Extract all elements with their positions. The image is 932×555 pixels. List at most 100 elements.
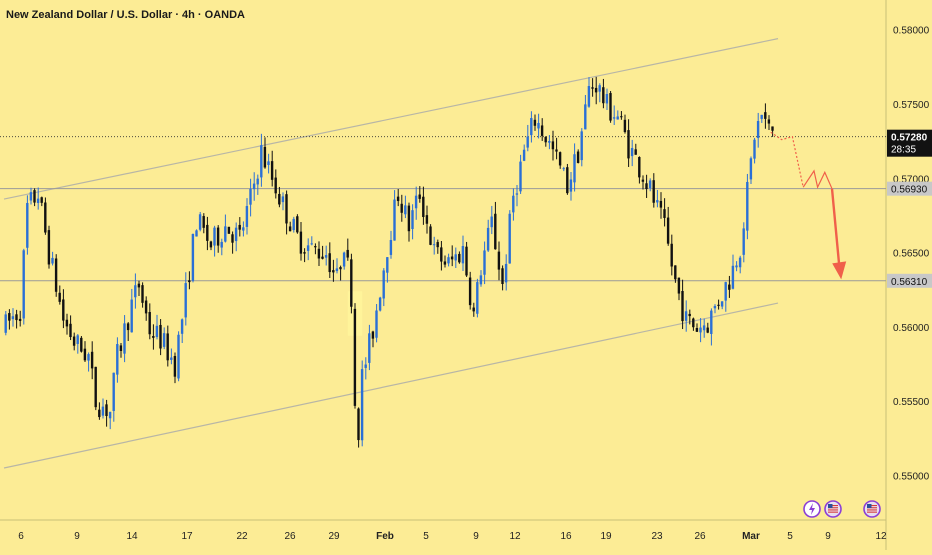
candle-body xyxy=(540,125,544,136)
candle-body xyxy=(47,230,51,265)
candle-body xyxy=(69,323,72,338)
level-layer xyxy=(0,136,886,282)
candle-body xyxy=(731,265,735,289)
candle-body xyxy=(677,277,681,294)
lightning-icon[interactable] xyxy=(803,500,821,518)
candle-body xyxy=(756,120,760,138)
candle-body xyxy=(278,193,281,205)
candle-body xyxy=(472,307,475,312)
current-price-label: 0.57280 xyxy=(891,133,928,144)
candle-body xyxy=(432,244,436,246)
candle-body xyxy=(602,87,605,104)
channel-layer xyxy=(3,38,779,469)
candle-body xyxy=(90,351,94,369)
candle-body xyxy=(418,194,421,199)
candle-body xyxy=(130,299,133,333)
candle-body xyxy=(753,139,756,159)
candle-body xyxy=(411,210,414,230)
candle-body xyxy=(231,234,234,243)
candle-body xyxy=(458,253,461,263)
candle-body xyxy=(234,227,238,242)
channel-upper-line xyxy=(3,38,779,200)
candle-body xyxy=(612,117,616,119)
candle-body xyxy=(51,257,54,264)
candle-body xyxy=(674,265,677,280)
candle-body xyxy=(544,137,547,143)
x-tick-label: 29 xyxy=(328,531,340,542)
candle-body xyxy=(634,149,637,155)
candle-body xyxy=(123,323,126,354)
candle-body xyxy=(296,216,299,233)
x-tick-label: 9 xyxy=(473,531,479,542)
candle-body xyxy=(252,183,256,190)
candle-body xyxy=(663,209,666,218)
candle-body xyxy=(519,161,522,192)
candle-body xyxy=(33,190,36,203)
candle-body xyxy=(119,345,123,351)
candle-body xyxy=(80,337,83,352)
candle-body xyxy=(767,119,771,124)
candle-body xyxy=(310,243,313,245)
forecast-arrow-head xyxy=(832,261,847,280)
candle-body xyxy=(29,192,33,201)
candle-body xyxy=(598,85,601,92)
x-tick-label: 12 xyxy=(875,531,887,542)
candle-body xyxy=(522,149,526,161)
candle-body xyxy=(630,148,634,157)
candle-body xyxy=(587,86,591,107)
level-label-box xyxy=(887,181,932,196)
candle-body xyxy=(332,270,335,273)
candle-body xyxy=(288,226,292,232)
price-axis[interactable]: 0.58000 0.57500 0.57000 0.56500 0.56000 0.555… xyxy=(887,26,932,483)
candle-body xyxy=(616,116,619,120)
candle-body xyxy=(764,112,767,119)
us-flag-icon[interactable] xyxy=(863,500,881,518)
candle-body xyxy=(717,304,720,306)
level-label: 0.56310 xyxy=(891,277,928,288)
candle-body xyxy=(504,263,508,283)
candle-body xyxy=(627,130,630,159)
candle-body xyxy=(533,119,537,126)
time-axis[interactable]: 6 9 14 17 22 26 29 Feb 5 9 12 16 19 23 26 Mar 5 9 12 xyxy=(18,531,887,542)
x-tick-label: 14 xyxy=(126,531,138,542)
candle-body xyxy=(206,224,209,241)
candle-body xyxy=(98,409,101,418)
us-flag-icon[interactable] xyxy=(824,500,842,518)
candle-body xyxy=(645,183,648,190)
candle-body xyxy=(378,297,382,311)
candle-body xyxy=(94,366,97,408)
candle-body xyxy=(317,248,321,259)
candle-body xyxy=(537,122,540,129)
candle-body xyxy=(108,411,112,419)
candle-body xyxy=(116,344,119,375)
candle-body xyxy=(497,251,501,270)
y-tick-label: 0.56000 xyxy=(893,323,930,334)
candle-body xyxy=(512,195,515,213)
level-label-box xyxy=(887,273,932,288)
candle-body xyxy=(404,205,407,215)
x-tick-label: Mar xyxy=(742,531,760,542)
candle-body xyxy=(76,335,79,344)
candle-body xyxy=(321,256,324,259)
candle-body xyxy=(144,300,148,314)
candle-body xyxy=(371,331,375,339)
candle-body xyxy=(749,158,753,180)
candle-body xyxy=(180,319,184,334)
x-tick-label: 9 xyxy=(825,531,831,542)
candle-body xyxy=(58,292,61,302)
candle-body xyxy=(450,256,454,260)
forecast-layer xyxy=(770,131,847,280)
candle-body xyxy=(393,199,396,241)
x-tick-label: 6 xyxy=(18,531,24,542)
candle-body xyxy=(260,145,263,178)
candle-body xyxy=(105,404,108,417)
y-tick-label: 0.55000 xyxy=(893,471,930,482)
candle-body xyxy=(548,140,551,143)
candle-body xyxy=(198,214,202,230)
candle-body xyxy=(216,227,220,246)
candle-body xyxy=(648,180,652,188)
candle-body xyxy=(353,308,357,406)
candle-body xyxy=(666,217,670,244)
